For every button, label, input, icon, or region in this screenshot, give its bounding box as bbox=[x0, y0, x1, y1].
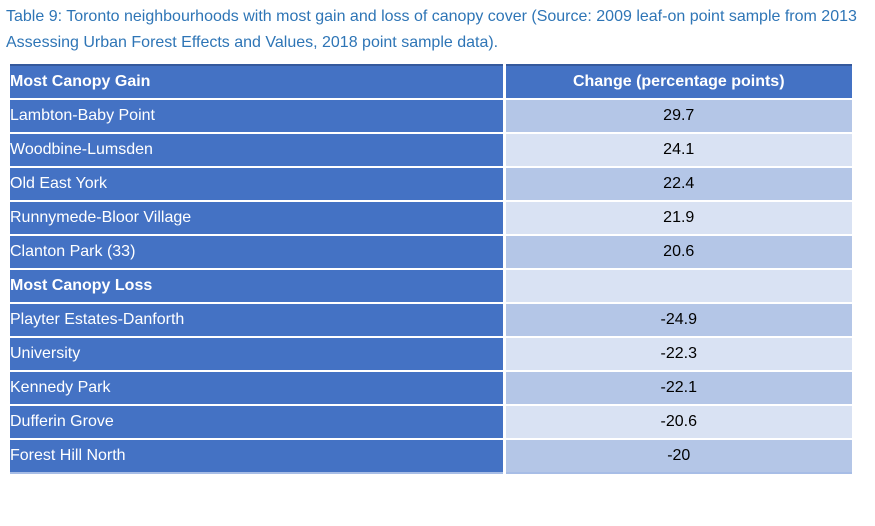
neighbourhood-cell: Runnymede-Bloor Village bbox=[10, 201, 506, 236]
neighbourhood-cell: Woodbine-Lumsden bbox=[10, 133, 506, 168]
neighbourhood-cell: Dufferin Grove bbox=[10, 405, 506, 440]
table-row: Woodbine-Lumsden 24.1 bbox=[10, 133, 852, 168]
change-cell: -20 bbox=[504, 439, 852, 474]
section-header-most-canopy-loss: Most Canopy Loss bbox=[10, 269, 506, 304]
table-section-header-row: Most Canopy Loss bbox=[10, 269, 852, 304]
table-row: University -22.3 bbox=[10, 337, 852, 372]
change-cell: 21.9 bbox=[504, 201, 852, 236]
neighbourhood-cell: Kennedy Park bbox=[10, 371, 506, 406]
canopy-table: Most Canopy Gain Change (percentage poin… bbox=[10, 64, 852, 474]
change-cell: -24.9 bbox=[504, 303, 852, 338]
column-header-most-canopy-gain: Most Canopy Gain bbox=[10, 64, 506, 100]
column-header-change: Change (percentage points) bbox=[504, 64, 852, 100]
table-row: Forest Hill North -20 bbox=[10, 439, 852, 474]
table-caption: Table 9: Toronto neighbourhoods with mos… bbox=[6, 8, 857, 51]
neighbourhood-cell: Forest Hill North bbox=[10, 439, 506, 474]
table-row: Playter Estates-Danforth -24.9 bbox=[10, 303, 852, 338]
table-row: Clanton Park (33) 20.6 bbox=[10, 235, 852, 270]
table-row: Runnymede-Bloor Village 21.9 bbox=[10, 201, 852, 236]
change-cell-empty bbox=[504, 269, 852, 304]
neighbourhood-cell: Lambton-Baby Point bbox=[10, 99, 506, 134]
table-row: Kennedy Park -22.1 bbox=[10, 371, 852, 406]
neighbourhood-cell: Old East York bbox=[10, 167, 506, 202]
change-cell: 20.6 bbox=[504, 235, 852, 270]
table-row: Old East York 22.4 bbox=[10, 167, 852, 202]
change-cell: -20.6 bbox=[504, 405, 852, 440]
table-row: Lambton-Baby Point 29.7 bbox=[10, 99, 852, 134]
table-row: Dufferin Grove -20.6 bbox=[10, 405, 852, 440]
change-cell: -22.3 bbox=[504, 337, 852, 372]
neighbourhood-cell: Clanton Park (33) bbox=[10, 235, 506, 270]
neighbourhood-cell: University bbox=[10, 337, 506, 372]
change-cell: 24.1 bbox=[504, 133, 852, 168]
table-header-row: Most Canopy Gain Change (percentage poin… bbox=[10, 64, 852, 100]
change-cell: 29.7 bbox=[504, 99, 852, 134]
change-cell: -22.1 bbox=[504, 371, 852, 406]
change-cell: 22.4 bbox=[504, 167, 852, 202]
neighbourhood-cell: Playter Estates-Danforth bbox=[10, 303, 506, 338]
